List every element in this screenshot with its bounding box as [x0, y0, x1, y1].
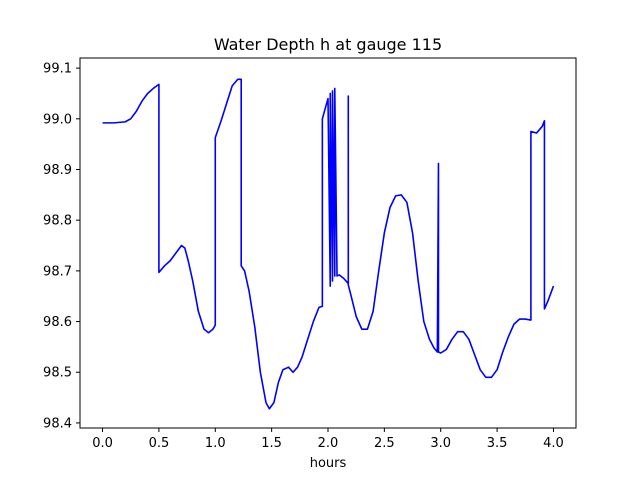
y-tick-label: 98.7 [43, 264, 72, 279]
x-tick-label: 3.5 [487, 436, 508, 451]
y-tick-label: 98.8 [43, 214, 72, 229]
x-tick-label: 2.5 [374, 436, 395, 451]
x-tick-label: 1.5 [261, 436, 282, 451]
x-tick-label: 4.0 [543, 436, 564, 451]
y-axis: 98.4 98.5 98.6 98.7 98.8 98.9 99.0 99.1 [43, 62, 80, 431]
chart-title: Water Depth h at gauge 115 [214, 35, 442, 54]
x-tick-label: 1.0 [205, 436, 226, 451]
x-tick-label: 3.0 [430, 436, 451, 451]
x-axis-label: hours [310, 456, 347, 471]
x-tick-label: 0.5 [149, 436, 170, 451]
y-tick-label: 99.0 [43, 112, 72, 127]
x-tick-label: 0.0 [92, 436, 113, 451]
y-tick-label: 99.1 [43, 62, 72, 77]
plot-series [102, 78, 555, 410]
y-tick-label: 98.6 [43, 315, 72, 330]
x-tick-label: 2.0 [318, 436, 339, 451]
x-axis: 0.0 0.5 1.0 1.5 2.0 2.5 3.0 3.5 4.0 [92, 428, 564, 451]
y-tick-label: 98.9 [43, 163, 72, 178]
series-line-0 [102, 78, 555, 410]
y-tick-label: 98.5 [43, 366, 72, 381]
y-tick-label: 98.4 [43, 416, 72, 431]
